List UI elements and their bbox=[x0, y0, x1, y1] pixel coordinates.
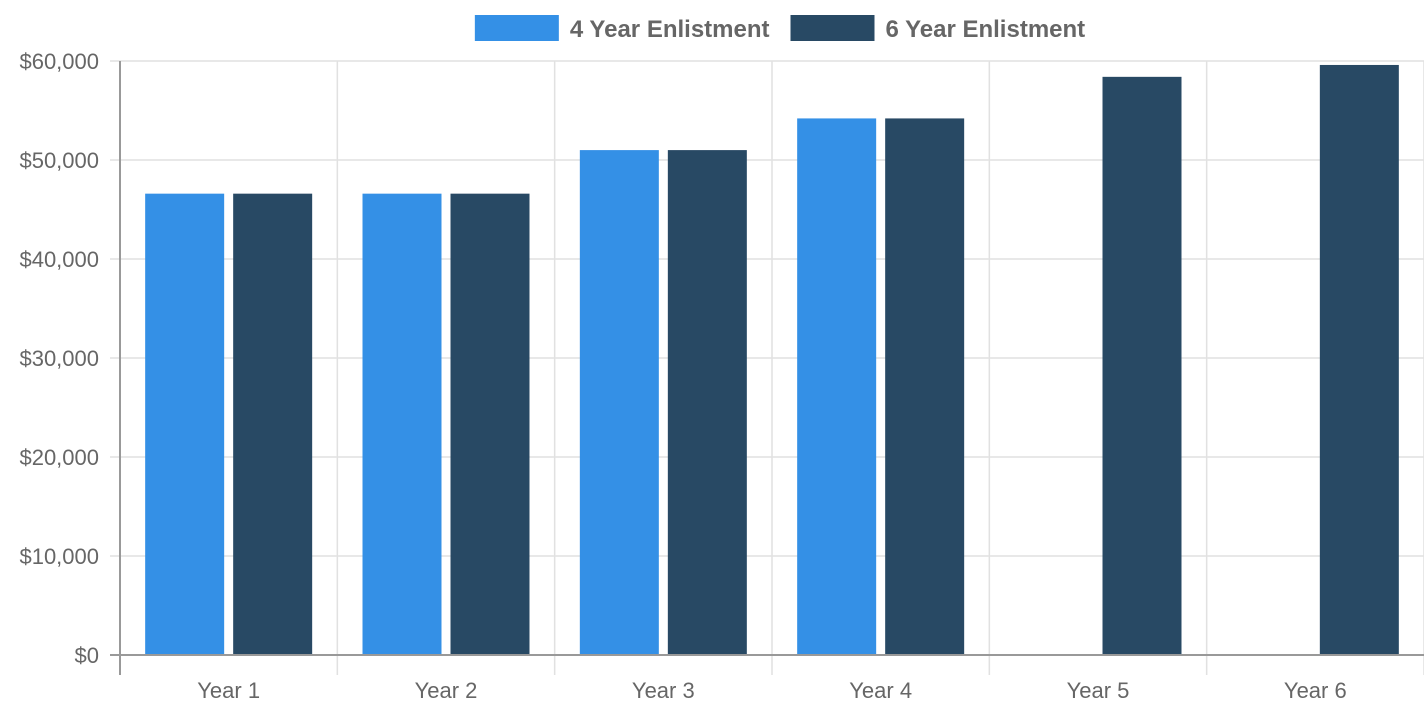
x-tick-label: Year 2 bbox=[415, 678, 478, 702]
y-tick-label: $10,000 bbox=[19, 544, 99, 569]
bar-4-year-enlistment-year-2 bbox=[362, 193, 442, 655]
bar-6-year-enlistment-year-1 bbox=[233, 193, 313, 655]
bar-6-year-enlistment-year-2 bbox=[450, 193, 530, 655]
legend-swatch-4-year-enlistment bbox=[474, 15, 559, 41]
y-tick-label: $30,000 bbox=[19, 346, 99, 371]
bar-6-year-enlistment-year-5 bbox=[1102, 76, 1182, 656]
bars bbox=[145, 64, 1399, 656]
y-tick-label: $40,000 bbox=[19, 247, 99, 272]
x-tick-label: Year 1 bbox=[197, 678, 260, 702]
bar-6-year-enlistment-year-3 bbox=[667, 150, 747, 655]
grid-lines bbox=[110, 60, 1424, 675]
y-tick-label: $20,000 bbox=[19, 445, 99, 470]
x-tick-label: Year 4 bbox=[849, 678, 912, 702]
legend-swatch-6-year-enlistment bbox=[790, 15, 875, 41]
legend: 4 Year Enlistment 6 Year Enlistment bbox=[474, 15, 1086, 43]
y-tick-label: $60,000 bbox=[19, 49, 99, 74]
bar-4-year-enlistment-year-1 bbox=[145, 193, 225, 655]
bar-4-year-enlistment-year-3 bbox=[579, 150, 659, 655]
bar-6-year-enlistment-year-4 bbox=[885, 118, 965, 656]
y-tick-label: $50,000 bbox=[19, 148, 99, 173]
x-tick-label: Year 6 bbox=[1284, 678, 1347, 702]
y-tick-label: $0 bbox=[75, 643, 99, 668]
x-tick-label: Year 3 bbox=[632, 678, 695, 702]
axes bbox=[110, 61, 1424, 675]
tick-labels: $0 $10,000 $20,000 $30,000 $40,000 $50,000 $60… bbox=[19, 49, 1346, 702]
x-tick-label: Year 5 bbox=[1067, 678, 1130, 702]
legend-label-4-year-enlistment: 4 Year Enlistment bbox=[570, 16, 770, 43]
legend-label-6-year-enlistment: 6 Year Enlistment bbox=[886, 16, 1086, 43]
bar-6-year-enlistment-year-6 bbox=[1319, 64, 1399, 655]
bar-4-year-enlistment-year-4 bbox=[797, 118, 877, 656]
